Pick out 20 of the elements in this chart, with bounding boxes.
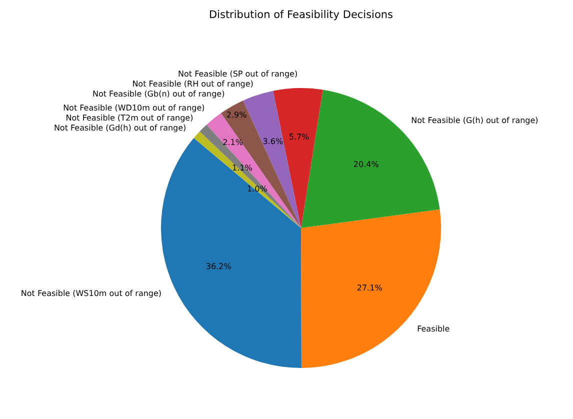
data-label: 36.2% [206,262,232,272]
data-label: 2.9% [226,110,248,120]
data-label: 2.1% [222,138,244,148]
pie-slice [161,138,302,368]
slice-label: Not Feasible (T2m out of range) [66,114,194,123]
slice-label: Not Feasible (Gd(h) out of range) [54,124,186,133]
data-label: 3.6% [262,136,284,146]
slice-label: Not Feasible (Gb(n) out of range) [92,90,225,99]
slice-label: Not Feasible (WS10m out of range) [20,288,162,298]
chart-title: Distribution of Feasibility Decisions [208,9,394,21]
data-label: 1.1% [232,164,253,173]
slice-label: Not Feasible (G(h) out of range) [411,116,538,125]
slice-label: Not Feasible (WD10m out of range) [63,103,205,112]
slice-label: Not Feasible (SP out of range) [178,70,298,79]
data-label: 20.4% [353,160,380,169]
data-label: 27.1% [356,283,383,292]
slice-label: Not Feasible (RH out of range) [132,80,254,89]
data-label: 1.0% [247,184,268,194]
data-label: 5.7% [288,132,310,142]
slice-label: Feasible [417,324,450,334]
